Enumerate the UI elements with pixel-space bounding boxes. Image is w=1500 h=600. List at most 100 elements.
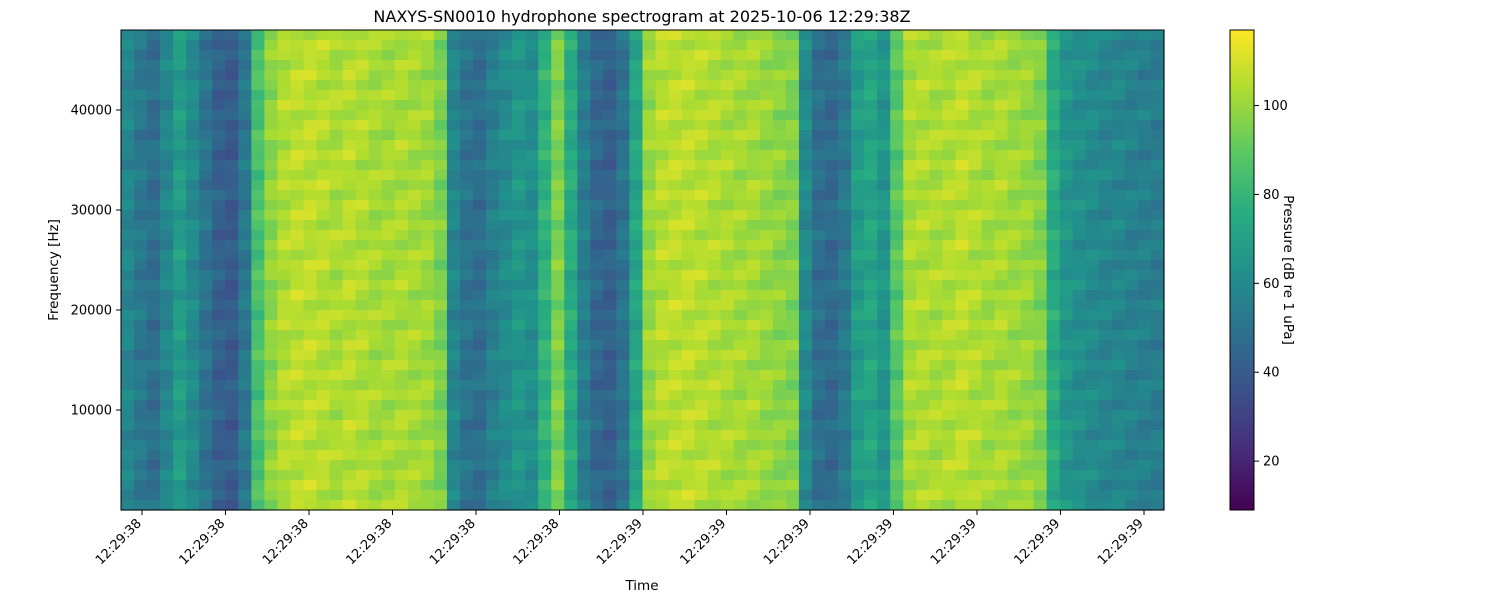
heatmap-cell	[877, 420, 891, 431]
heatmap-cell	[590, 480, 604, 491]
heatmap-cell	[981, 370, 996, 381]
heatmap-cell	[825, 370, 839, 381]
heatmap-cell	[577, 180, 591, 191]
heatmap-cell	[877, 370, 891, 381]
heatmap-cell	[1046, 300, 1061, 311]
heatmap-cell	[225, 80, 239, 91]
heatmap-cell	[290, 410, 305, 421]
heatmap-cell	[720, 110, 735, 121]
heatmap-cell	[420, 220, 435, 231]
heatmap-cell	[1137, 160, 1152, 171]
heatmap-cell	[694, 70, 709, 81]
heatmap-cell	[147, 60, 161, 71]
heatmap-cell	[316, 190, 331, 201]
heatmap-cell	[1111, 370, 1126, 381]
heatmap-cell	[1007, 420, 1022, 431]
heatmap-cell	[290, 170, 305, 181]
heatmap-cell	[459, 220, 474, 231]
heatmap-cell	[838, 270, 852, 281]
heatmap-cell	[407, 140, 422, 151]
heatmap-cell	[303, 320, 318, 331]
heatmap-cell	[733, 350, 748, 361]
heatmap-cell	[1124, 370, 1139, 381]
heatmap-cell	[459, 350, 474, 361]
heatmap-cell	[642, 390, 657, 401]
heatmap-cell	[238, 430, 252, 441]
heatmap-cell	[433, 480, 448, 491]
heatmap-cell	[512, 410, 526, 421]
heatmap-cell	[681, 390, 696, 401]
heatmap-cell	[342, 360, 357, 371]
heatmap-cell	[212, 80, 226, 91]
heatmap-cell	[603, 350, 618, 361]
heatmap-cell	[1111, 430, 1126, 441]
heatmap-cell	[838, 330, 852, 341]
heatmap-cell	[290, 100, 305, 111]
heatmap-cell	[134, 40, 148, 51]
heatmap-cell	[994, 190, 1009, 201]
heatmap-cell	[316, 370, 331, 381]
heatmap-cell	[616, 340, 631, 351]
heatmap-cell	[147, 160, 161, 171]
heatmap-cell	[1072, 230, 1087, 241]
heatmap-cell	[1059, 340, 1074, 351]
heatmap-cell	[811, 330, 826, 341]
heatmap-cell	[160, 340, 174, 351]
heatmap-cell	[733, 220, 748, 231]
heatmap-cell	[590, 80, 604, 91]
heatmap-cell	[433, 150, 448, 161]
heatmap-cell	[121, 180, 135, 191]
heatmap-cell	[890, 380, 904, 391]
heatmap-cell	[355, 160, 370, 171]
heatmap-cell	[355, 50, 370, 61]
heatmap-cell	[1124, 50, 1139, 61]
heatmap-cell	[668, 460, 683, 471]
heatmap-cell	[851, 340, 865, 351]
heatmap-cell	[564, 250, 578, 261]
heatmap-cell	[1046, 320, 1061, 331]
heatmap-cell	[825, 30, 839, 41]
heatmap-cell	[629, 190, 644, 201]
heatmap-cell	[264, 360, 279, 371]
heatmap-cell	[890, 80, 904, 91]
heatmap-cell	[134, 400, 148, 411]
heatmap-cell	[655, 470, 670, 481]
heatmap-cell	[968, 180, 983, 191]
heatmap-cell	[499, 500, 513, 511]
heatmap-cell	[486, 430, 500, 441]
heatmap-cell	[251, 60, 266, 71]
heatmap-cell	[668, 170, 683, 181]
heatmap-cell	[616, 450, 631, 461]
heatmap-cell	[1085, 90, 1100, 101]
heatmap-cell	[342, 420, 357, 431]
heatmap-cell	[655, 130, 670, 141]
heatmap-cell	[1020, 460, 1035, 471]
heatmap-cell	[681, 490, 696, 501]
heatmap-cell	[720, 340, 735, 351]
heatmap-cell	[407, 320, 422, 331]
heatmap-cell	[798, 200, 813, 211]
heatmap-cell	[616, 80, 631, 91]
heatmap-cell	[160, 400, 174, 411]
heatmap-cell	[929, 500, 943, 511]
heatmap-cell	[225, 470, 239, 481]
heatmap-cell	[277, 220, 292, 231]
heatmap-cell	[1033, 100, 1048, 111]
heatmap-cell	[642, 230, 657, 241]
heatmap-cell	[1072, 490, 1087, 501]
heatmap-cell	[838, 130, 852, 141]
heatmap-cell	[459, 190, 474, 201]
heatmap-cell	[329, 450, 344, 461]
heatmap-cell	[121, 70, 135, 81]
heatmap-cell	[1007, 120, 1022, 131]
heatmap-cell	[368, 220, 383, 231]
heatmap-cell	[134, 320, 148, 331]
heatmap-cell	[499, 290, 513, 301]
heatmap-cell	[199, 290, 213, 301]
heatmap-cell	[707, 360, 722, 371]
heatmap-cell	[590, 350, 604, 361]
heatmap-cell	[368, 30, 383, 41]
heatmap-cell	[199, 200, 213, 211]
heatmap-cell	[342, 400, 357, 411]
heatmap-cell	[238, 420, 252, 431]
